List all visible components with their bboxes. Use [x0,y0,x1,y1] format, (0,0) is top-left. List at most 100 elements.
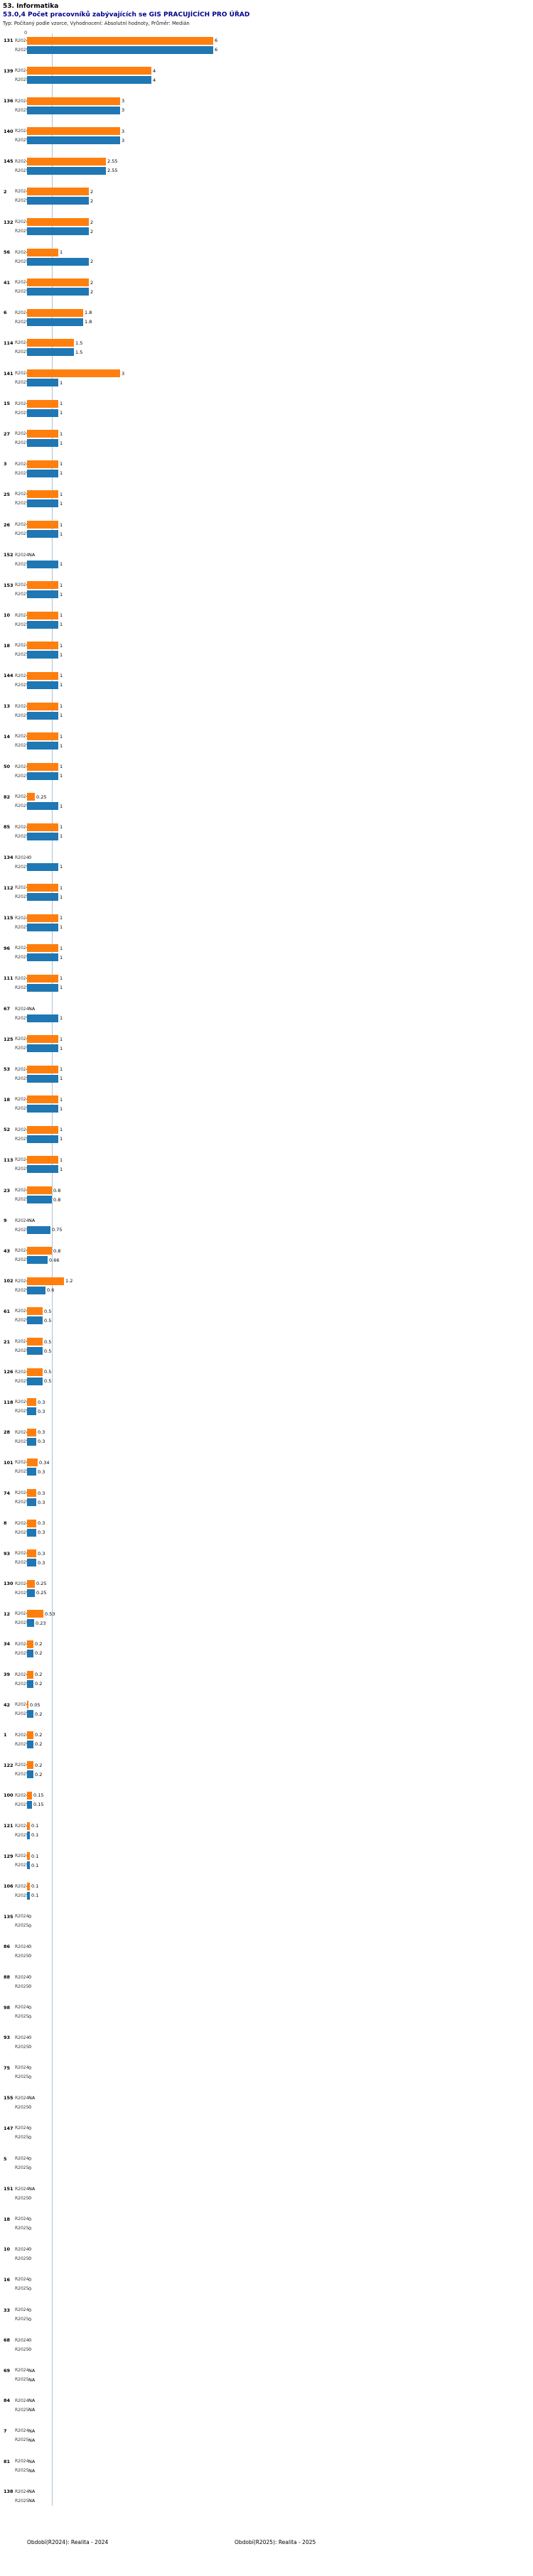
bar-row-r2024: R2024 1 [15,642,63,650]
bar-row-r2025: R2025 1 [15,530,63,539]
row-bars: R2024 0.2 R2025 0.2 [15,1640,42,1658]
row-bars: R2024 NA R2025 NA [15,2396,35,2415]
bar-row-r2025: R2025 1 [15,1014,63,1022]
bar-r2024 [27,36,213,45]
bar-r2025 [27,1165,58,1174]
series-label: R2025 [15,1530,29,1535]
bar-row-r2024: R2024 NA [15,1005,63,1013]
series-label: R2024 [15,340,29,346]
value-label: 3 [122,98,125,104]
row-id-label: 33 [4,2307,11,2313]
series-label: R2025 [15,2074,29,2080]
bar-row-r2024: R2024 0.25 [15,793,63,801]
series-label: R2024 [15,401,29,406]
bar-row-r2024: R2024 1.5 [15,339,82,347]
bar-r2025 [27,1649,33,1657]
bar-row-r2025: R2025 0.6 [15,1286,72,1294]
bar-row-r2024: R2024 1.8 [15,308,92,317]
series-label: R2024 [15,1672,29,1677]
bar-r2024 [27,1670,33,1679]
bar-r2025 [27,408,58,417]
value-label: 3 [122,107,125,114]
bar-r2025 [27,1347,43,1355]
bar-row-r2024: R2024 0.5 [15,1368,51,1376]
series-label: R2025 [15,894,29,900]
series-label: R2025 [15,77,29,83]
bar-row-r2025: R2025 1 [15,832,63,840]
row-id-label: 18 [4,1096,11,1103]
series-label: R2024 [15,310,29,315]
value-label: 1 [60,431,63,437]
series-label: R2024 [15,1339,29,1345]
series-label: R2025 [15,2377,29,2383]
value-label: 1 [60,1127,63,1133]
series-label: R2025 [15,1893,29,1898]
value-label: 2 [90,288,94,295]
row-bars: R2024 0.3 R2025 0.3 [15,1428,45,1446]
bar-row-r2025: R2025 1 [15,802,63,811]
period-legend: Období(R2024): Realita - 2024 Období(R20… [0,2539,533,2548]
value-label: 0.1 [31,1893,39,1899]
series-label: R2024 [15,1490,29,1495]
bar-r2024 [27,127,120,136]
value-label: 0.2 [35,1771,43,1777]
chart-row-group: 10 R2024 1 R2025 1 [0,611,533,629]
row-bars: R2024 1 R2025 1 [15,1156,63,1174]
bar-r2025 [27,590,58,599]
series-label: R2024 [15,1611,29,1617]
row-id-label: 125 [4,1036,14,1042]
value-label: 1 [60,894,63,900]
bar-row-r2025: R2025 0.66 [15,1256,60,1265]
bar-r2024 [27,732,58,741]
value-label: 1 [60,864,63,870]
row-id-label: 50 [4,764,11,770]
bar-r2024 [27,339,74,347]
period-2024-label: Období(R2024): Realita - 2024 [27,2539,109,2546]
value-label: 0.3 [38,1550,45,1557]
value-label: 0.2 [35,1732,43,1738]
series-label: R2025 [15,2468,29,2473]
series-label: R2025 [15,380,29,386]
chart-row-group: 18 R2024 1 R2025 1 [0,642,533,660]
series-label: R2025 [15,561,29,567]
value-label: 0.3 [38,1530,45,1536]
bar-row-r2025: R2025 0.5 [15,1347,51,1355]
indicator-meta: Typ: Počítaný podle vzorce, Vyhodnocení:… [3,21,190,26]
bar-r2024 [27,1277,64,1285]
row-bars: R2024 1 R2025 1 [15,1065,63,1083]
bar-row-r2024: R2024 2 [15,188,93,196]
bar-row-r2025: R2025 0.3 [15,1528,45,1537]
bar-row-r2024: R2024 1 [15,732,63,741]
row-id-label: 155 [4,2095,14,2101]
row-id-label: 132 [4,219,14,225]
row-bars: R2024 2 R2025 2 [15,218,93,237]
series-label: R2025 [15,2407,29,2413]
chart-row-group: 14 R2024 1 R2025 1 [0,732,533,751]
chart-row-group: 147 R2024 0 R2025 0 [0,2124,533,2143]
bar-row-r2025: R2025 1 [15,439,63,448]
value-label: 1 [60,824,63,830]
bar-row-r2025: R2025 1 [15,620,63,629]
series-label: R2024 [15,2156,29,2162]
series-label: R2025 [15,1469,29,1475]
bar-r2024 [27,1459,38,1467]
value-label: 1 [60,491,63,497]
bar-r2025 [27,923,58,931]
bar-row-r2025: R2025 0 [15,2133,31,2142]
row-bars: R2024 1 R2025 1 [15,1035,63,1054]
series-label: R2024 [15,1188,29,1194]
chart-row-group: 81 R2024 NA R2025 NA [0,2457,533,2476]
bar-row-r2024: R2024 0.2 [15,1761,42,1770]
row-id-label: 5 [4,2155,7,2162]
chart-row-group: 115 R2024 1 R2025 1 [0,914,533,932]
series-label: R2024 [15,1732,29,1738]
value-label: 0.2 [35,1641,43,1647]
chart-row-group: 12 R2024 0.53 R2025 0.23 [0,1610,533,1628]
value-label: 0 [28,2044,32,2050]
chart-row-group: 102 R2024 1.2 R2025 0.6 [0,1277,533,1295]
row-bars: R2024 0 R2025 0 [15,2155,31,2173]
row-bars: R2024 0.3 R2025 0.3 [15,1519,45,1537]
bar-r2024 [27,793,35,801]
row-id-label: 88 [4,1974,11,1980]
bar-row-r2024: R2024 4 [15,67,156,75]
